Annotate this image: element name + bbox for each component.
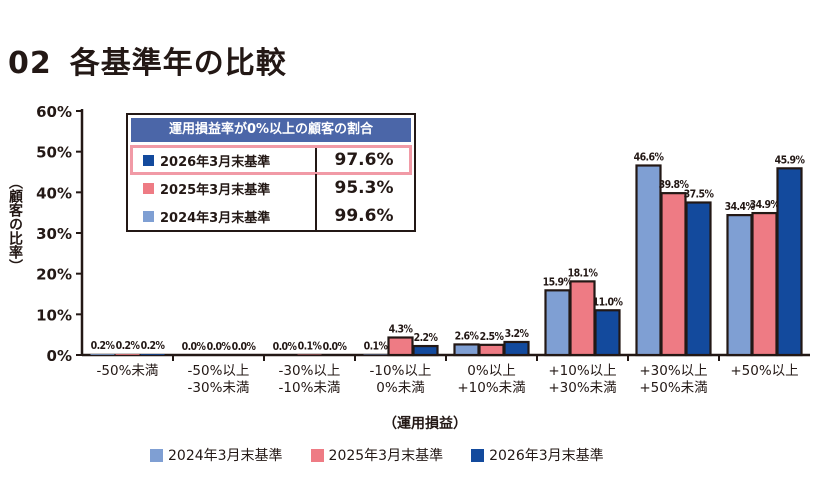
summary-header: 運用損益率が0%以上の顧客の割合 [131,118,411,142]
legend: 2024年3月末基準 2025年3月末基準 2026年3月末基準 [150,445,604,465]
x-tick-label: 0%以上 [467,363,515,379]
x-tick-label: +50%未満 [639,380,707,396]
bar-data-label: 4.3% [389,324,414,336]
bar-2026 [594,309,621,357]
legend-swatch [471,448,485,462]
summary-row-2024: 2024年3月末基準 99.6% [131,202,411,230]
bar-data-label: 2.6% [455,330,480,342]
legend-swatch [150,448,163,462]
bar-data-label: 0.0% [232,341,257,353]
y-tick-label: 50% [36,144,72,162]
x-tick-label: +10%以上 [548,363,616,379]
bar-data-label: 0.0% [182,341,207,353]
bar-data-label: 45.9% [775,154,806,166]
bar-2025 [387,336,414,357]
bar-2024 [726,214,753,357]
bar-data-label: 0.0% [207,341,232,353]
bar-data-label: 2.2% [414,332,439,344]
bar-2025 [569,280,596,357]
bar-data-label: 0.2% [116,340,141,352]
legend-item-2024: 2024年3月末基準 [150,445,283,465]
legend-swatch [310,448,324,462]
x-tick-label: -30%以上 [279,363,341,379]
bar-2025 [660,192,687,357]
x-tick-label: 0%未満 [376,380,424,396]
summary-row-2025: 2025年3月末基準 95.3% [131,174,411,202]
summary-box: 運用損益率が0%以上の顧客の割合 2026年3月末基準 97.6% 2025年3… [126,113,416,232]
summary-row-value: 95.3% [334,178,394,198]
series-swatch [143,210,154,222]
summary-row-label: 2026年3月末基準 [160,154,271,170]
bar-data-label: 15.9% [543,276,574,288]
summary-row-value: 97.6% [334,150,394,170]
legend-label: 2024年3月末基準 [168,448,283,464]
summary-row-label: 2025年3月末基準 [160,182,271,198]
bar-data-label: 0.2% [91,340,116,352]
bar-data-label: 46.6% [634,151,665,163]
series-swatch [143,182,154,194]
x-tick-label: -50%未満 [97,363,159,379]
x-tick-label: -50%以上 [188,363,250,379]
bar-2026 [140,354,165,355]
x-tick-label: +50%以上 [730,363,798,379]
x-tick-label: -10%未満 [279,380,341,396]
legend-item-2025: 2025年3月末基準 [310,445,444,465]
legend-label: 2025年3月末基準 [328,448,444,464]
bar-data-label: 39.8% [659,179,690,191]
x-tick-label: +10%未満 [457,380,525,396]
x-tick-label: +30%以上 [639,363,707,379]
x-tick-label: -10%以上 [370,363,432,379]
y-tick-label: 40% [36,184,72,202]
summary-row-value: 99.6% [334,206,394,226]
bar-data-label: 0.1% [298,341,323,353]
bar-data-label: 34.4% [725,201,756,213]
y-tick-label: 0% [47,347,72,365]
y-axis-label: （顧客の比率） [7,175,23,273]
x-axis-label: （運用損益） [383,416,467,432]
summary-row-2026: 2026年3月末基準 97.6% [130,145,412,175]
y-tick-label: 10% [36,306,72,324]
y-tick-label: 30% [36,225,72,243]
bar-2025 [478,343,505,357]
page-title: 02 各基準年の比較 [8,38,287,82]
bar-2026 [412,344,439,357]
bar-data-label: 0.1% [364,341,389,353]
bar-2026 [685,201,712,357]
bar-2024 [90,354,115,355]
legend-item-2026: 2026年3月末基準 [471,445,604,465]
bar-data-label: 3.2% [505,328,530,340]
section-number: 02 [8,46,52,81]
bar-2026 [503,340,530,357]
section-title: 各基準年の比較 [69,46,287,81]
bar-data-label: 11.0% [593,296,624,308]
bar-data-label: 34.9% [750,199,781,211]
bar-2026 [776,167,803,357]
x-tick-label: +30%未満 [548,380,616,396]
bar-data-label: 18.1% [568,267,599,279]
series-swatch [143,154,154,166]
y-tick-label: 60% [36,103,72,121]
bar-data-label: 0.0% [273,341,298,353]
y-tick-label: 20% [36,266,72,284]
bar-data-label: 2.5% [480,331,505,343]
bar-2025 [751,211,778,357]
summary-row-label: 2024年3月末基準 [160,210,271,226]
bar-data-label: 0.2% [141,340,166,352]
legend-label: 2026年3月末基準 [489,448,604,464]
bar-2024 [544,289,571,357]
bar-2024 [635,164,662,357]
bar-2024 [453,343,480,357]
bar-2025 [115,354,140,355]
bar-data-label: 37.5% [684,189,715,201]
bar-data-label: 0.0% [323,341,348,353]
x-tick-label: -30%未満 [188,380,250,396]
